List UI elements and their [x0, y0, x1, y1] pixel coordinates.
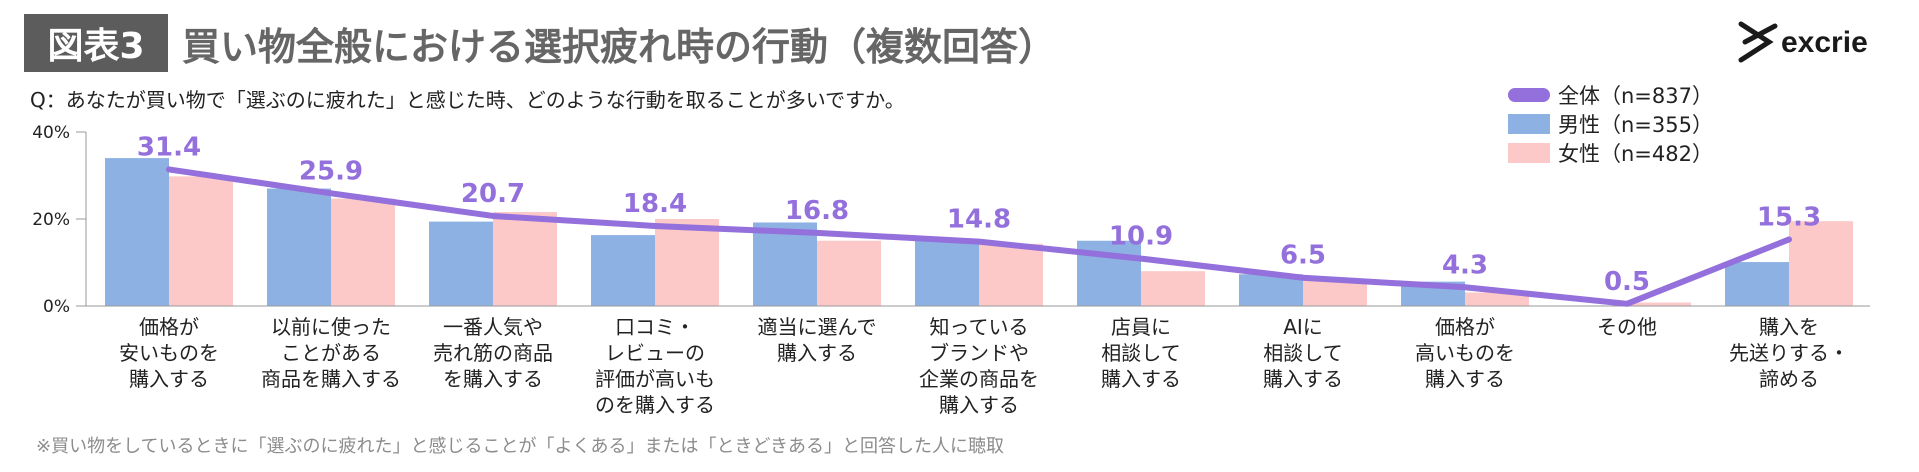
bar-female: [1465, 292, 1529, 306]
bar-female: [1789, 221, 1853, 306]
legend-item-total: 全体（n=837）: [1508, 80, 1713, 109]
legend-swatch-female: [1508, 142, 1550, 163]
legend-swatch-total: [1508, 87, 1550, 102]
bar-male: [753, 222, 817, 306]
legend-item-male: 男性（n=355）: [1508, 109, 1713, 138]
x-tick-label: 店員に 相談して 購入する: [1101, 315, 1181, 391]
survey-question: Q：あなたが買い物で「選ぶのに疲れた」と感じた時、どのような行動を取ることが多い…: [30, 88, 905, 112]
data-label-total: 6.5: [1280, 241, 1326, 271]
footnote: ※買い物をしているときに「選ぶのに疲れた」と感じることが「よくある」または「とき…: [36, 436, 1004, 457]
data-label-total: 4.3: [1442, 250, 1488, 280]
bar-male: [1725, 262, 1789, 306]
x-tick-label: AIに 相談して 購入する: [1263, 315, 1343, 391]
bar-female: [493, 212, 557, 306]
data-label-total: 31.4: [137, 132, 201, 162]
x-tick-label: 一番人気や 売れ筋の商品 を購入する: [433, 315, 553, 391]
data-label-total: 0.5: [1604, 267, 1650, 297]
y-tick-label: 20%: [32, 210, 70, 230]
x-tick-label: 口コミ・ レビューの 評価が高いも のを購入する: [595, 315, 715, 417]
bar-female: [1627, 302, 1691, 306]
bar-female: [331, 198, 395, 306]
data-label-total: 20.7: [461, 179, 525, 209]
data-label-total: 14.8: [947, 205, 1011, 235]
data-label-total: 10.9: [1109, 222, 1173, 252]
bar-female: [655, 219, 719, 306]
legend-label-total: 全体（n=837）: [1558, 83, 1713, 108]
x-tick-label: 以前に使った ことがある 商品を購入する: [261, 315, 401, 391]
data-label-total: 15.3: [1757, 202, 1821, 232]
legend-item-female: 女性（n=482）: [1508, 138, 1713, 167]
legend-label-male: 男性（n=355）: [1558, 112, 1713, 137]
bar-female: [817, 240, 881, 306]
bar-male: [105, 158, 169, 306]
y-tick-label: 0%: [43, 297, 70, 317]
bar-female: [1141, 271, 1205, 306]
chart-title: 買い物全般における選択疲れ時の行動（複数回答）: [182, 25, 1057, 69]
bar-male: [267, 188, 331, 306]
figure-number-badge: 図表3: [24, 14, 168, 72]
x-tick-label: 購入を 先送りする・ 諦める: [1729, 315, 1849, 391]
bar-female: [979, 243, 1043, 306]
x-tick-label: 知っている ブランドや 企業の商品を 購入する: [919, 315, 1039, 417]
x-tick-label: 価格が 高いものを 購入する: [1415, 315, 1515, 391]
data-label-total: 18.4: [623, 189, 687, 219]
data-label-total: 16.8: [785, 196, 849, 226]
legend-label-female: 女性（n=482）: [1558, 141, 1713, 166]
legend: 全体（n=837） 男性（n=355） 女性（n=482）: [1508, 80, 1713, 167]
series-line-total: [166, 166, 1792, 307]
x-tick-label: 適当に選んで 購入する: [757, 315, 877, 365]
bar-female: [1303, 280, 1367, 306]
bar-male: [429, 221, 493, 306]
legend-swatch-male: [1508, 113, 1550, 134]
bar-male: [915, 239, 979, 306]
x-tick-label: 価格が 安いものを 購入する: [119, 315, 219, 391]
bar-male: [1239, 274, 1303, 306]
y-tick-label: 40%: [32, 123, 70, 143]
logo-mark-icon: [1738, 21, 1778, 63]
bar-female: [169, 176, 233, 306]
data-label-total: 25.9: [299, 156, 363, 186]
logo-text: excrie: [1781, 26, 1868, 59]
bar-male: [591, 235, 655, 306]
excrie-logo: excrie: [1738, 21, 1868, 63]
x-tick-label: その他: [1597, 315, 1657, 339]
